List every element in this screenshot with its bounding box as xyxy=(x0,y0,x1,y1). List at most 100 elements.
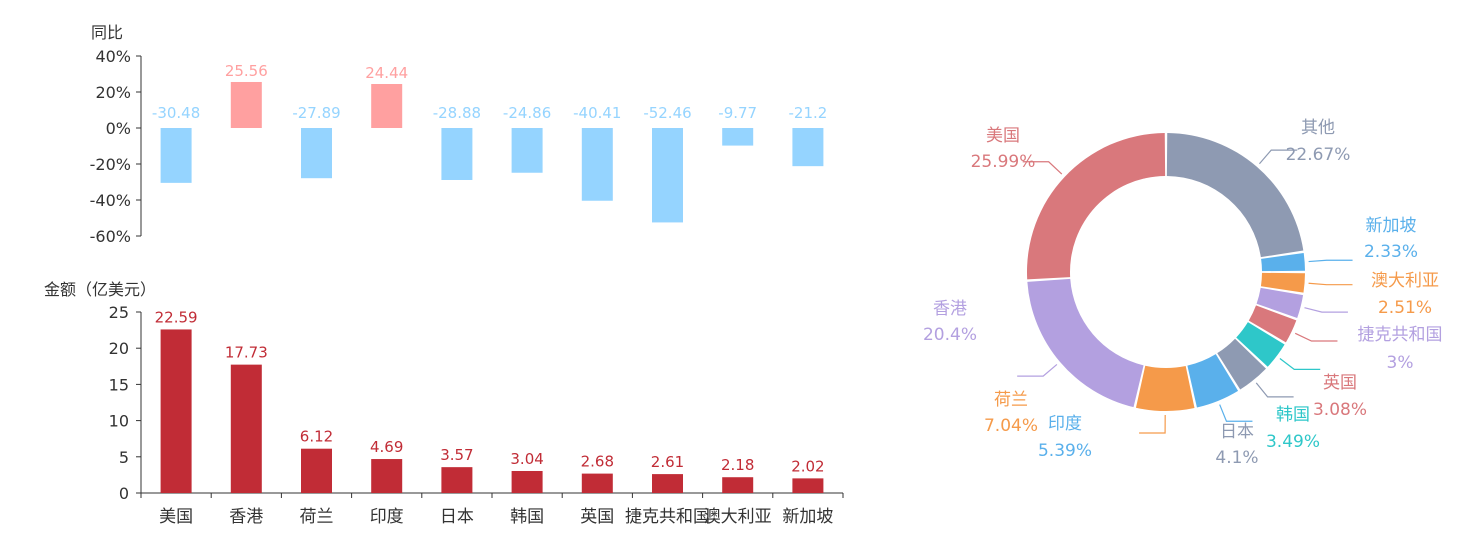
category-label: 英国 xyxy=(580,507,614,527)
donut-slice-percent: 2.51% xyxy=(1378,298,1432,318)
yoy-value-label: -30.48 xyxy=(152,104,200,122)
category-label: 捷克共和国 xyxy=(625,507,710,527)
amount-value-label: 2.68 xyxy=(581,453,614,471)
yoy-value-label: -9.77 xyxy=(718,104,757,122)
yoy-bar[interactable] xyxy=(441,128,473,180)
category-label: 香港 xyxy=(229,507,263,527)
donut-slice-name: 美国 xyxy=(986,126,1020,146)
donut-slice-name: 韩国 xyxy=(1276,405,1310,425)
amount-y-tick-label: 15 xyxy=(109,375,129,394)
amount-bar[interactable] xyxy=(581,473,613,493)
donut-slice-percent: 4.1% xyxy=(1215,448,1258,468)
amount-bar[interactable] xyxy=(722,477,754,493)
donut-leader-line xyxy=(1255,382,1294,398)
donut-slice[interactable] xyxy=(1261,252,1305,272)
donut-slice-percent: 3.49% xyxy=(1266,432,1320,452)
yoy-bar[interactable] xyxy=(511,128,543,173)
donut-slice-name: 捷克共和国 xyxy=(1358,325,1443,345)
yoy-bar[interactable] xyxy=(792,128,824,167)
amount-bar[interactable] xyxy=(301,448,332,493)
amount-y-tick-label: 0 xyxy=(119,484,129,503)
category-label: 印度 xyxy=(370,507,404,527)
donut-slice-percent: 22.67% xyxy=(1286,145,1351,165)
yoy-bar[interactable] xyxy=(581,128,613,201)
donut-slice[interactable] xyxy=(1166,133,1304,258)
yoy-y-tick-label: -20% xyxy=(90,155,131,174)
amount-y-tick-label: 25 xyxy=(109,303,129,322)
donut-slice-percent: 25.99% xyxy=(971,152,1036,172)
donut-slice[interactable] xyxy=(1256,287,1304,318)
yoy-value-label: 24.44 xyxy=(365,64,408,82)
donut-slice-name: 荷兰 xyxy=(994,390,1028,410)
donut-slice[interactable] xyxy=(1027,133,1166,280)
donut-slice-percent: 3.08% xyxy=(1313,400,1367,420)
yoy-bar-chart: 同比 40% 20% 0% -20% -40% -60% -30.48 25.56 -27.8… xyxy=(90,23,828,246)
donut-slice-name: 澳大利亚 xyxy=(1371,271,1439,291)
amount-bar[interactable] xyxy=(371,459,403,493)
donut-leader-line xyxy=(1219,404,1253,422)
donut-slice-name: 新加坡 xyxy=(1366,216,1417,236)
amount-value-label: 17.73 xyxy=(225,344,268,362)
amount-value-label: 4.69 xyxy=(370,438,403,456)
yoy-value-label: -21.2 xyxy=(788,104,827,122)
category-label: 日本 xyxy=(440,507,474,527)
share-donut-chart: 其他 22.67% 新加坡 2.33% 澳大利亚 2.51% 捷克共和国 3% 英国 3.08%韩… xyxy=(923,118,1443,468)
donut-slice-name: 其他 xyxy=(1301,118,1335,138)
donut-leader-line xyxy=(1017,364,1058,377)
donut-leader-line xyxy=(1139,414,1166,434)
amount-value-label: 2.18 xyxy=(721,456,754,474)
donut-leader-line xyxy=(1022,161,1063,175)
yoy-y-tick-label: 40% xyxy=(95,47,131,66)
amount-bar[interactable] xyxy=(230,364,262,493)
donut-leader-line xyxy=(1308,259,1353,263)
amount-value-label: 3.57 xyxy=(440,446,473,464)
donut-slice-name: 印度 xyxy=(1048,414,1082,434)
amount-bar[interactable] xyxy=(160,329,192,493)
amount-bar[interactable] xyxy=(792,478,824,493)
amount-y-axis-label: 金额（亿美元） xyxy=(44,280,156,299)
category-label: 荷兰 xyxy=(300,507,334,527)
amount-bar[interactable] xyxy=(441,467,473,493)
yoy-value-label: 25.56 xyxy=(225,62,268,80)
donut-slice-percent: 5.39% xyxy=(1038,441,1092,461)
donut-slice[interactable] xyxy=(1248,305,1297,343)
yoy-value-label: -52.46 xyxy=(643,104,691,122)
yoy-bar[interactable] xyxy=(160,128,192,183)
donut-leader-line xyxy=(1294,332,1338,342)
donut-slice-name: 英国 xyxy=(1323,373,1357,393)
donut-leader-line xyxy=(1279,357,1321,370)
yoy-bar[interactable] xyxy=(371,84,403,128)
amount-y-tick-label: 5 xyxy=(119,448,129,467)
donut-slice[interactable] xyxy=(1187,354,1239,408)
donut-slice[interactable] xyxy=(1027,278,1144,408)
yoy-y-tick-label: 0% xyxy=(106,119,131,138)
donut-leader-line xyxy=(1304,307,1348,313)
donut-slice[interactable] xyxy=(1135,365,1195,411)
donut-slice[interactable] xyxy=(1260,272,1305,293)
donut-slice[interactable] xyxy=(1236,322,1285,367)
yoy-bar[interactable] xyxy=(722,128,754,146)
yoy-y-axis-label: 同比 xyxy=(91,23,123,42)
donut-slice-name: 香港 xyxy=(933,299,967,319)
amount-y-tick-label: 20 xyxy=(109,339,129,358)
amount-bar[interactable] xyxy=(511,470,543,493)
amount-bar[interactable] xyxy=(652,474,683,493)
yoy-bar[interactable] xyxy=(301,128,332,179)
yoy-bar[interactable] xyxy=(652,128,683,223)
amount-bar-chart: 金额（亿美元） 25 20 15 10 5 0 22.59 17.73 6.12 4.69 3.5… xyxy=(44,280,844,527)
yoy-value-label: -40.41 xyxy=(573,104,621,122)
yoy-bar[interactable] xyxy=(230,81,262,128)
yoy-y-tick-label: -40% xyxy=(90,191,131,210)
yoy-value-label: -28.88 xyxy=(433,104,481,122)
amount-value-label: 6.12 xyxy=(300,428,333,446)
yoy-value-label: -24.86 xyxy=(503,104,551,122)
amount-value-label: 2.61 xyxy=(651,453,684,471)
donut-slice-percent: 7.04% xyxy=(984,416,1038,436)
donut-slice[interactable] xyxy=(1217,338,1266,390)
category-label: 新加坡 xyxy=(782,507,833,527)
donut-slice-percent: 3% xyxy=(1387,353,1414,373)
amount-y-tick-label: 10 xyxy=(109,412,129,431)
yoy-y-tick-label: -60% xyxy=(90,227,131,246)
category-label: 澳大利亚 xyxy=(704,507,772,527)
